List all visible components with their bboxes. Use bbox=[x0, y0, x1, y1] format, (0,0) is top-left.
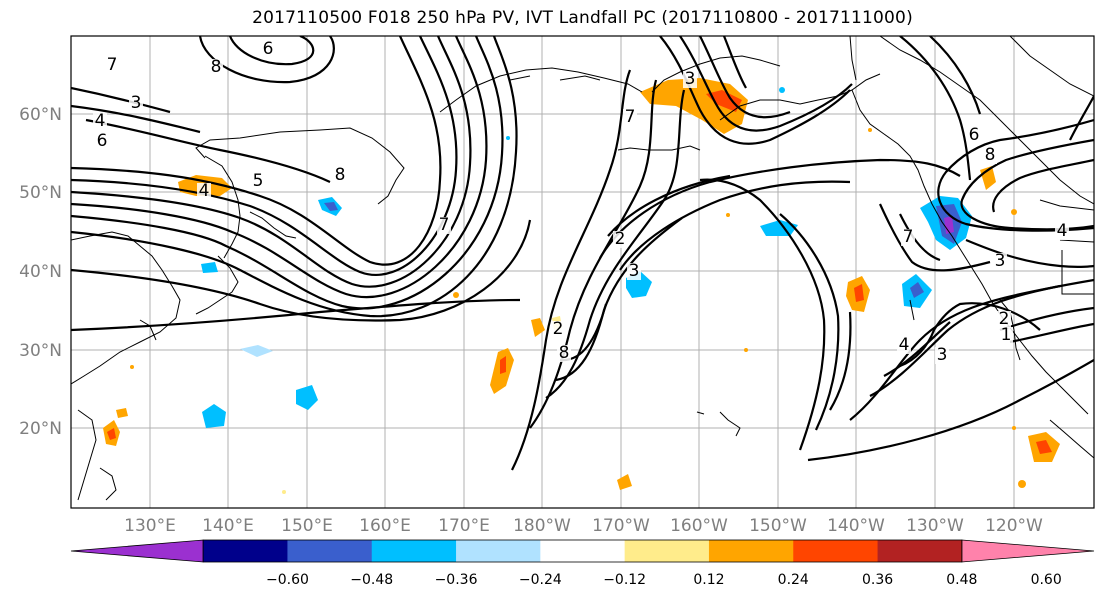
contour-value-label: 8 bbox=[335, 165, 346, 185]
contour-value-label: 3 bbox=[685, 69, 696, 89]
colorbar-tick-label: −0.48 bbox=[350, 572, 393, 588]
colorbar-tick-label: 0.60 bbox=[1031, 572, 1062, 588]
contour-value-label: 3 bbox=[629, 261, 640, 281]
lat-tick-label: 60°N bbox=[19, 105, 62, 125]
colorbar-tick-label: 0.36 bbox=[862, 572, 893, 588]
lat-tick-label: 20°N bbox=[19, 419, 62, 439]
colorbar-tick-label: 0.24 bbox=[778, 572, 809, 588]
contour-value-label: 6 bbox=[969, 125, 980, 145]
contour-value-label: 2 bbox=[615, 229, 626, 249]
contour-value-label: 4 bbox=[899, 335, 910, 355]
contour-value-label: 3 bbox=[131, 93, 142, 113]
contour-value-label: 4 bbox=[199, 181, 210, 201]
colorbar-labels: −0.60 −0.48 −0.36 −0.24 −0.12 0.12 0.24 0.36 0.4… bbox=[266, 572, 1062, 588]
contour-value-label: 7 bbox=[625, 107, 636, 127]
colorbar-extend-high bbox=[961, 539, 1095, 563]
colorbar-segment bbox=[371, 540, 457, 562]
colorbar-tick-label: −0.24 bbox=[519, 572, 562, 588]
contour-value-label: 8 bbox=[985, 145, 996, 165]
lat-tick-label: 30°N bbox=[19, 341, 62, 361]
colorbar-extend-low bbox=[70, 539, 204, 563]
lon-tick-label: 170°E bbox=[438, 516, 490, 536]
contour-value-label: 8 bbox=[211, 57, 222, 77]
colorbar-segment bbox=[708, 540, 794, 562]
contour-value-label: 6 bbox=[263, 39, 274, 59]
contour-value-label: 4 bbox=[95, 111, 106, 131]
colorbar-outline bbox=[202, 539, 963, 563]
lon-tick-label: 170°W bbox=[592, 516, 650, 536]
longitude-labels: 130°E 140°E 150°E 160°E 170°E 180°W 170°W 160°W… bbox=[124, 516, 1043, 536]
contour-value-label: 6 bbox=[97, 131, 108, 151]
colorbar-segment bbox=[540, 540, 626, 562]
colorbar bbox=[70, 539, 1095, 563]
lon-tick-label: 140°W bbox=[827, 516, 885, 536]
map-title: 2017110500 F018 250 hPa PV, IVT Landfall… bbox=[252, 8, 913, 28]
colorbar-segment bbox=[456, 540, 541, 562]
lon-tick-label: 150°E bbox=[281, 516, 333, 536]
lat-tick-label: 50°N bbox=[19, 183, 62, 203]
contour-value-label: 5 bbox=[253, 171, 264, 191]
colorbar-tick-label: −0.36 bbox=[435, 572, 478, 588]
lon-tick-label: 180°W bbox=[513, 516, 571, 536]
contour-value-label: 2 bbox=[999, 309, 1010, 329]
contour-value-label: 4 bbox=[1057, 221, 1068, 241]
contour-value-label: 7 bbox=[107, 55, 118, 75]
lon-tick-label: 140°E bbox=[202, 516, 254, 536]
colorbar-segment bbox=[203, 540, 288, 562]
coastlines bbox=[71, 36, 1094, 501]
colorbar-tick-label: 0.12 bbox=[693, 572, 724, 588]
lon-tick-label: 150°W bbox=[749, 516, 807, 536]
colorbar-segment bbox=[287, 540, 373, 562]
contour-value-label: 7 bbox=[439, 215, 450, 235]
contour-value-label: 1 bbox=[1001, 325, 1012, 345]
lon-tick-label: 160°W bbox=[670, 516, 728, 536]
colorbar-tick-label: −0.12 bbox=[603, 572, 646, 588]
map-background bbox=[71, 36, 1094, 508]
contour-value-label: 2 bbox=[553, 319, 564, 339]
contour-value-label: 3 bbox=[937, 345, 948, 365]
latitude-labels: 60°N 50°N 40°N 30°N 20°N bbox=[19, 105, 62, 439]
colorbar-segment bbox=[624, 540, 710, 562]
colorbar-segment bbox=[877, 540, 963, 562]
colorbar-segment bbox=[793, 540, 879, 562]
lon-tick-label: 120°W bbox=[985, 516, 1043, 536]
lon-tick-label: 130°W bbox=[906, 516, 964, 536]
ivt-contours bbox=[71, 36, 1094, 471]
lat-tick-label: 40°N bbox=[19, 262, 62, 282]
map-frame bbox=[70, 35, 1095, 509]
lon-tick-label: 130°E bbox=[124, 516, 176, 536]
contour-value-label: 3 bbox=[995, 251, 1006, 271]
contour-value-label: 7 bbox=[903, 227, 914, 247]
lon-tick-label: 160°E bbox=[359, 516, 411, 536]
colorbar-tick-label: −0.60 bbox=[266, 572, 309, 588]
colorbar-tick-label: 0.48 bbox=[946, 572, 977, 588]
pv-shading bbox=[103, 78, 1060, 494]
contour-value-label: 8 bbox=[559, 343, 570, 363]
